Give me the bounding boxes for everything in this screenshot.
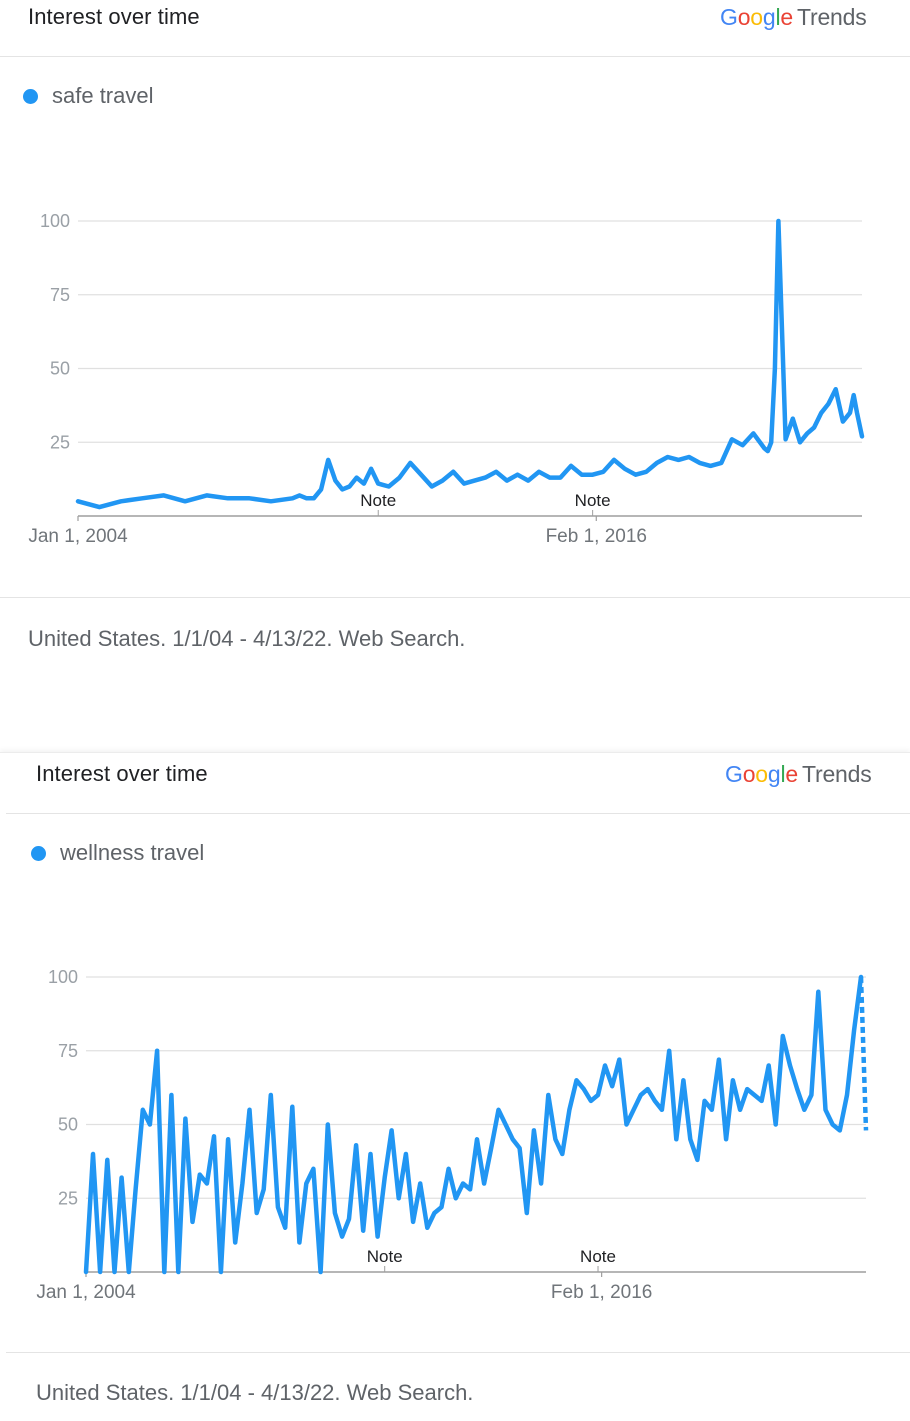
panel-title: Interest over time [36, 761, 208, 786]
trends-panel-wellness-travel: Interest over time Google Trends wellness… [0, 752, 910, 1421]
google-trends-logo[interactable]: Google Trends [725, 761, 872, 788]
x-tick-label: Jan 1, 2004 [28, 526, 128, 547]
note-label[interactable]: Note [360, 491, 396, 510]
footer-divider [0, 597, 910, 598]
line-chart-wellness-travel[interactable]: 25 50 75 100 Jan 1, 2004 Feb 1, 2016 Note Note [0, 936, 910, 1316]
panel-title: Interest over time [28, 4, 200, 29]
google-wordmark: Google [720, 4, 793, 30]
x-tick-label: Jan 1, 2004 [36, 1282, 136, 1303]
footer-caption: United States. 1/1/04 - 4/13/22. Web Sea… [28, 626, 466, 651]
x-tick-label: Feb 1, 2016 [546, 526, 647, 547]
legend-label: safe travel [52, 83, 154, 108]
google-trends-logo[interactable]: Google Trends [720, 4, 867, 31]
y-tick-label: 75 [58, 1041, 78, 1061]
legend-label: wellness travel [60, 840, 205, 865]
y-tick-label: 75 [50, 285, 70, 305]
google-wordmark: Google [725, 761, 798, 787]
trends-wordmark: Trends [802, 761, 872, 787]
y-tick-label: 50 [50, 359, 70, 379]
y-tick-label: 50 [58, 1115, 78, 1135]
footer-divider [6, 1352, 910, 1353]
legend-item[interactable]: safe travel [23, 83, 154, 109]
footer-caption: United States. 1/1/04 - 4/13/22. Web Sea… [36, 1380, 474, 1405]
trends-panel-safe-travel: Interest over time Google Trends safe tra… [0, 4, 910, 651]
series-line[interactable] [75, 218, 865, 510]
legend-dot-icon [31, 845, 46, 861]
y-tick-label: 25 [50, 432, 70, 452]
y-tick-label: 100 [48, 967, 78, 987]
trends-wordmark: Trends [797, 4, 867, 30]
legend-item[interactable]: wellness travel [31, 840, 204, 866]
y-tick-label: 100 [40, 211, 70, 231]
note-label[interactable]: Note [575, 491, 611, 510]
header-divider [0, 56, 910, 57]
header-divider [6, 813, 910, 814]
note-label[interactable]: Note [580, 1247, 616, 1266]
legend-dot-icon [23, 88, 38, 104]
y-tick-label: 25 [58, 1188, 78, 1208]
line-chart-safe-travel[interactable]: 25 50 75 100 Jan 1, 2004 Feb 1, 2016 Note Note [0, 180, 910, 560]
series-line-partial[interactable] [858, 976, 869, 1131]
series-line[interactable] [83, 974, 864, 1275]
x-tick-label: Feb 1, 2016 [551, 1282, 652, 1303]
note-label[interactable]: Note [367, 1247, 403, 1266]
